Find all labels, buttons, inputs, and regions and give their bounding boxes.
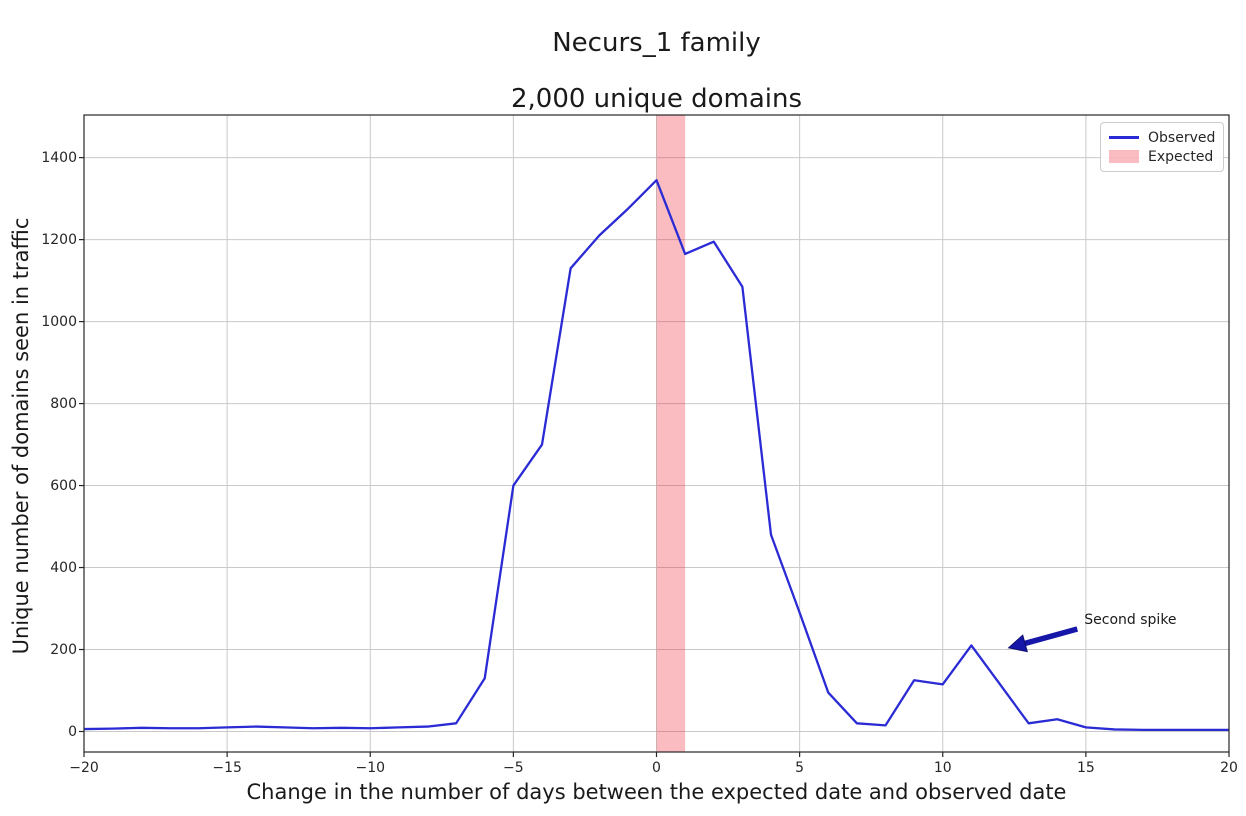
x-tick-label: 10 (933, 760, 952, 776)
x-tick-label: 15 (1076, 760, 1095, 776)
legend-label-expected: Expected (1148, 148, 1214, 165)
legend-line-swatch (1109, 136, 1139, 139)
y-tick-label: 600 (50, 477, 77, 494)
axes-title: 2,000 unique domains (510, 84, 803, 114)
y-tick-label: 200 (50, 641, 77, 658)
y-tick-label: 400 (50, 559, 77, 576)
annotation-second-spike-label: Second spike (1084, 612, 1177, 629)
legend-entry-observed: Observed (1109, 128, 1215, 147)
x-tick-label: 0 (652, 760, 661, 776)
x-axis-label: Change in the number of days between the… (246, 780, 1067, 804)
x-tick-label: −5 (503, 760, 524, 776)
y-tick-label: 1200 (41, 231, 77, 248)
x-tick-label: −20 (69, 760, 99, 776)
figure-suptitle: Necurs_1 family (552, 28, 761, 58)
x-tick-label: −15 (212, 760, 242, 776)
y-tick-label: 1000 (41, 313, 77, 330)
y-axis-label: Unique number of domains seen in traffic (9, 217, 33, 655)
y-tick-label: 1400 (41, 149, 77, 166)
x-tick-label: 5 (795, 760, 805, 776)
legend: Observed Expected (1100, 122, 1224, 172)
legend-entry-expected: Expected (1109, 147, 1215, 166)
expected-band (656, 115, 686, 752)
x-tick-label: 20 (1220, 760, 1238, 776)
x-tick-label: −10 (355, 760, 386, 776)
observed-line (83, 179, 1229, 732)
annotation-arrow-head (1007, 634, 1028, 653)
legend-label-observed: Observed (1148, 129, 1216, 146)
y-tick-label: 0 (68, 723, 77, 740)
legend-patch-swatch (1109, 150, 1139, 163)
annotation-arrow-shaft (1021, 626, 1079, 647)
y-tick-label: 800 (50, 395, 77, 412)
